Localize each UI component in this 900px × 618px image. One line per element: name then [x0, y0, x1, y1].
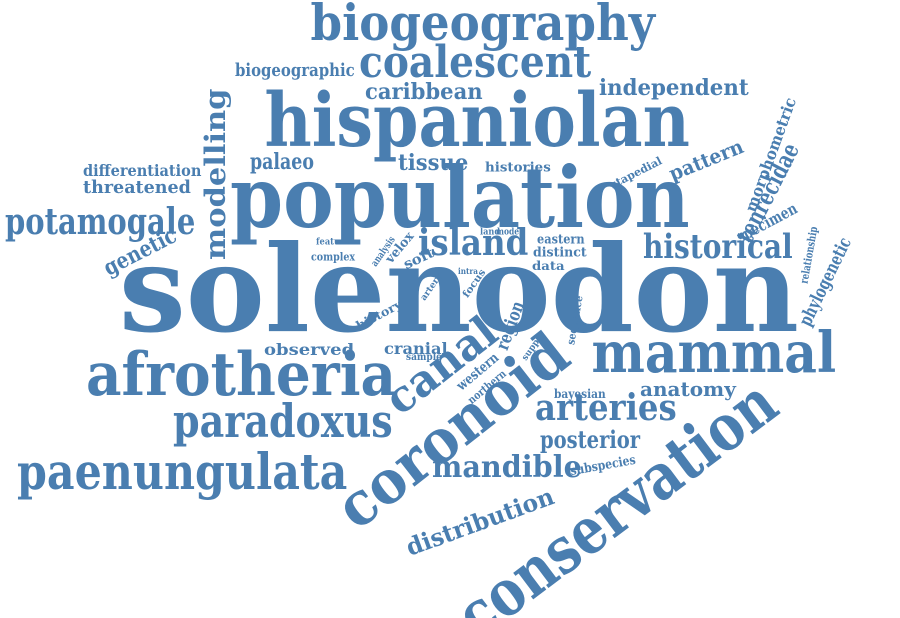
word-sample: sample — [406, 352, 442, 363]
word-afrotheria: afrotheria — [86, 340, 397, 410]
word-paradoxus: paradoxus — [173, 394, 393, 448]
word-mandible: mandible — [432, 450, 582, 485]
word-arteries: arteries — [535, 387, 677, 429]
word-posterior: posterior — [540, 425, 641, 454]
word-tissue: tissue — [398, 150, 469, 176]
word-bayesian: bayesian — [554, 387, 606, 401]
word-modelling: modelling — [199, 88, 232, 260]
word-complex: complex — [311, 250, 356, 264]
word-palaeo: palaeo — [250, 149, 314, 175]
word-hispaniolan: hispaniolan — [264, 78, 690, 164]
word-histories: histories — [485, 160, 551, 176]
word-biogeography: biogeography — [310, 0, 656, 52]
word-population: population — [230, 148, 690, 247]
word-cranial: cranial — [384, 339, 448, 358]
word-data: data — [532, 259, 565, 273]
word-model: model — [496, 227, 522, 238]
word-distinct: distinct — [533, 245, 587, 261]
word-eastern: eastern — [537, 232, 585, 248]
word-differentiation: differentiation — [83, 161, 202, 180]
word-mammal: mammal — [591, 320, 837, 386]
word-caribbean: caribbean — [365, 79, 483, 105]
word-intra: intra — [458, 266, 478, 276]
word-historical: historical — [643, 227, 793, 267]
word-paenungulata: paenungulata — [17, 442, 348, 501]
word-observed: observed — [264, 340, 355, 359]
word-independent: independent — [599, 75, 749, 101]
word-threatened: threatened — [83, 177, 191, 198]
word-island: island — [418, 222, 529, 264]
word-anatomy: anatomy — [640, 377, 736, 401]
word-coalescent: coalescent — [359, 37, 592, 88]
word-solenodon: solenodon — [119, 219, 800, 360]
word-potamogale: potamogale — [5, 201, 196, 243]
word-feature: feature — [316, 237, 350, 248]
word-biogeographic: biogeographic — [235, 60, 355, 81]
word-land: land — [480, 227, 501, 238]
